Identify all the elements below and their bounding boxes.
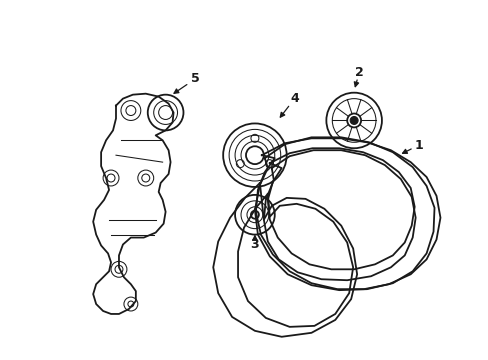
Circle shape <box>349 117 357 125</box>
Text: 4: 4 <box>290 92 298 105</box>
Text: 3: 3 <box>250 238 259 251</box>
Text: 1: 1 <box>413 139 422 152</box>
Text: 2: 2 <box>354 66 363 79</box>
Text: 5: 5 <box>191 72 200 85</box>
